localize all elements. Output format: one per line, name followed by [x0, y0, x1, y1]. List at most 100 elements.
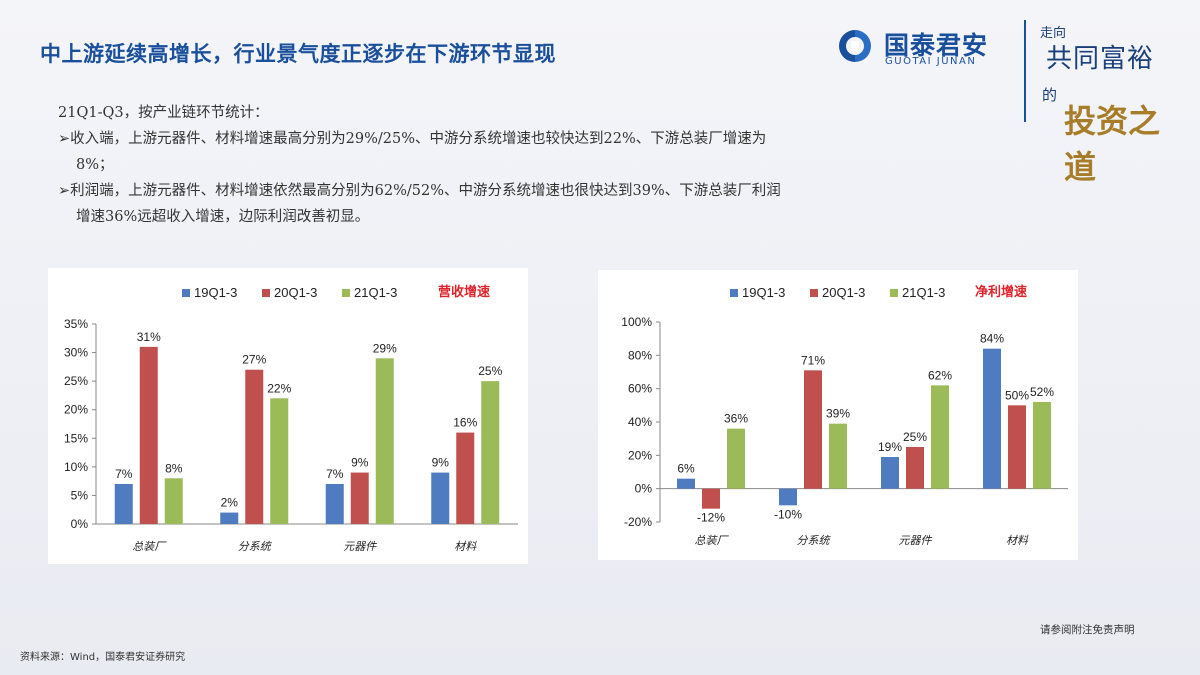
y-tick-label: 30% [64, 346, 88, 360]
bar-20Q1-3-分系统 [245, 369, 264, 524]
data-label: 9% [351, 456, 369, 470]
source-note: 资料来源：Wind，国泰君安证券研究 [20, 652, 186, 663]
logo-text-en: GUOTAI JUNAN [885, 56, 977, 67]
x-category-label: 总装厂 [132, 540, 167, 553]
profit-growth-chart-svg: -20% 0% 20% 40% 60% 80% 100% 6% -12% 36% 总装厂 -10% 71… [621, 284, 1068, 547]
header-divider [1024, 20, 1026, 122]
revenue-growth-chart-svg: 0% 5% 10% 15% 20% 25% 30% 35% 7% 31% 8% 总装厂 2% 27%22%… [64, 284, 518, 553]
legend-label: 21Q1-3 [354, 285, 397, 300]
legend-label: 20Q1-3 [274, 285, 317, 300]
data-label: -12% [697, 511, 725, 525]
page-title: 中上游延续高增长，行业景气度正逐步在下游环节显现 [40, 42, 556, 66]
y-tick-label: 10% [64, 460, 88, 474]
bar-21Q1-3-材料 [481, 381, 500, 524]
legend-swatch [262, 289, 270, 297]
company-logo: 国泰君安 GUOTAI JUNAN [832, 24, 1012, 70]
data-label: 29% [373, 341, 397, 355]
legend-swatch [342, 289, 350, 297]
disclaimer-note: 请参阅附注免责声明 [1040, 624, 1135, 636]
x-category-label: 分系统 [238, 540, 273, 553]
bar-20Q1-3-元器件 [350, 472, 369, 524]
data-label: 25% [478, 364, 502, 378]
y-tick-label: 20% [64, 403, 88, 417]
x-category-label: 总装厂 [695, 534, 730, 547]
data-label: 7% [326, 467, 344, 481]
y-tick-label: 25% [64, 374, 88, 388]
bar-20Q1-3-材料 [1008, 405, 1026, 489]
data-label: -10% [774, 507, 802, 521]
data-label: 19% [878, 440, 902, 454]
bullet-revenue-line1: ➢收入端，上游元器件、材料增速最高分别为29%/25%、中游分系统增速也较快达到… [58, 131, 767, 147]
slogan-line-2: 共同富裕 [1046, 44, 1155, 74]
bar-20Q1-3-分系统 [804, 370, 822, 489]
legend-label: 21Q1-3 [902, 285, 945, 300]
data-label: 52% [1030, 385, 1054, 399]
data-label: 9% [432, 456, 450, 470]
y-tick-label: 0% [635, 482, 653, 496]
y-tick-label: 40% [628, 415, 652, 429]
x-category-label: 分系统 [797, 534, 832, 547]
y-tick-label: 80% [628, 348, 652, 362]
y-tick-label: 100% [621, 315, 652, 329]
data-label: 39% [826, 407, 850, 421]
x-category-label: 元器件 [343, 540, 377, 553]
data-label: 27% [242, 353, 266, 367]
slogan-line-3: 的 [1042, 86, 1058, 104]
bar-19Q1-3-材料 [983, 348, 1001, 489]
data-label: 22% [267, 381, 291, 395]
legend-label: 20Q1-3 [822, 285, 865, 300]
chart-title: 净利增速 [975, 284, 1027, 299]
data-label: 16% [453, 416, 477, 430]
bar-21Q1-3-总装厂 [727, 428, 745, 489]
legend-label: 19Q1-3 [194, 285, 237, 300]
revenue-growth-chart: 0% 5% 10% 15% 20% 25% 30% 35% 7% 31% 8% 总装厂 2% 27% 22%… [48, 268, 528, 564]
bar-20Q1-3-材料 [456, 432, 475, 524]
data-label: 8% [165, 461, 183, 475]
slogan-line-1: 走向 [1040, 26, 1067, 41]
data-label: 6% [677, 462, 695, 476]
y-tick-label: 5% [71, 488, 89, 502]
bar-20Q1-3-元器件 [906, 447, 924, 489]
data-label: 50% [1005, 388, 1029, 402]
data-label: 84% [980, 332, 1004, 346]
legend-swatch [810, 289, 818, 297]
slogan-line-4: 投资之道 [1064, 102, 1161, 186]
data-label: 36% [724, 412, 748, 426]
x-category-label: 材料 [454, 540, 477, 553]
y-tick-label: 15% [64, 431, 88, 445]
bullet-profit-line1: ➢利润端，上游元器件、材料增速依然最高分别为62%/52%、中游分系统增速也很快… [58, 183, 781, 199]
bar-20Q1-3-总装厂 [702, 488, 720, 509]
bar-21Q1-3-材料 [1033, 402, 1051, 489]
bar-19Q1-3-元器件 [881, 457, 899, 489]
data-label: 7% [115, 467, 133, 481]
legend-swatch [182, 289, 190, 297]
bar-21Q1-3-元器件 [375, 358, 394, 524]
legend-swatch [890, 289, 898, 297]
logo-mark-icon [839, 30, 871, 62]
chart-title: 营收增速 [438, 284, 490, 299]
summary-intro: 21Q1-Q3，按产业链环节统计： [58, 105, 269, 121]
x-category-label: 材料 [1006, 534, 1029, 547]
bar-21Q1-3-分系统 [829, 423, 847, 489]
bullet-revenue-line2: 8%； [76, 157, 114, 173]
data-label: 25% [903, 430, 927, 444]
logo-text-cn: 国泰君安 [884, 31, 989, 60]
data-label: 2% [221, 496, 239, 510]
data-label: 31% [137, 330, 161, 344]
legend-label: 19Q1-3 [742, 285, 785, 300]
y-tick-label: 35% [64, 317, 88, 331]
data-label: 62% [928, 368, 952, 382]
bar-21Q1-3-元器件 [931, 385, 949, 489]
bar-19Q1-3-分系统 [220, 512, 239, 524]
slogan: 走向 共同富裕 的 投资之道 [1036, 18, 1176, 186]
y-tick-label: 60% [628, 382, 652, 396]
y-tick-label: -20% [624, 515, 652, 529]
bar-19Q1-3-总装厂 [114, 484, 133, 524]
bar-21Q1-3-总装厂 [164, 478, 183, 524]
x-category-label: 元器件 [899, 534, 933, 547]
bar-19Q1-3-分系统 [779, 488, 797, 506]
bullet-profit-line2: 增速36%远超收入增速，边际利润改善初显。 [76, 209, 370, 225]
profit-growth-chart: -20% 0% 20% 40% 60% 80% 100% 6% -12% 36% 总装厂 -10% 71… [598, 270, 1078, 560]
data-label: 71% [801, 353, 825, 367]
bar-19Q1-3-材料 [431, 472, 450, 524]
